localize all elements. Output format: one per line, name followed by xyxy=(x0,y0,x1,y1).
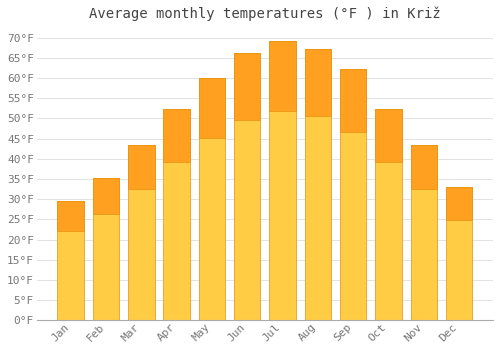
Bar xyxy=(198,78,225,138)
Title: Average monthly temperatures (°F ) in Križ: Average monthly temperatures (°F ) in Kr… xyxy=(89,7,441,21)
Bar xyxy=(340,69,366,320)
Bar xyxy=(446,187,472,220)
Bar xyxy=(446,187,472,320)
Bar xyxy=(410,146,437,189)
Bar xyxy=(304,49,331,320)
Bar xyxy=(93,178,120,320)
Bar xyxy=(270,41,296,320)
Bar xyxy=(375,109,402,320)
Bar xyxy=(410,146,437,320)
Bar xyxy=(58,201,84,231)
Bar xyxy=(270,41,296,111)
Bar xyxy=(340,69,366,132)
Bar xyxy=(198,78,225,320)
Bar xyxy=(234,53,260,320)
Bar xyxy=(164,109,190,162)
Bar xyxy=(304,49,331,117)
Bar xyxy=(128,146,154,320)
Bar xyxy=(93,178,120,214)
Bar xyxy=(234,53,260,120)
Bar xyxy=(128,146,154,189)
Bar xyxy=(164,109,190,320)
Bar xyxy=(375,109,402,162)
Bar xyxy=(58,201,84,320)
